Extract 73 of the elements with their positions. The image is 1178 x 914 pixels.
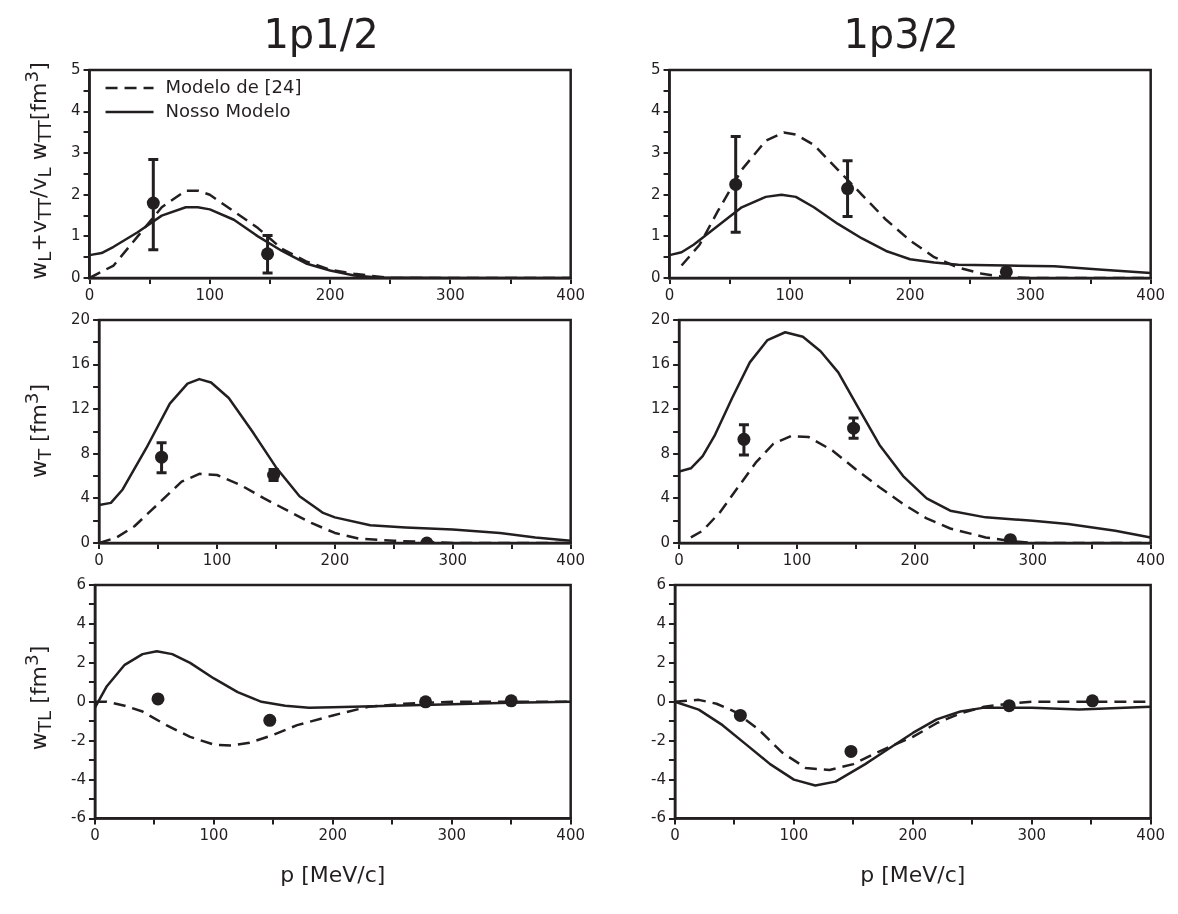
x-tick-label: 200 bbox=[318, 826, 348, 845]
y-tick-label: 16 bbox=[650, 354, 671, 373]
x-tick-label: 0 bbox=[94, 550, 104, 569]
y-tick-label: 2 bbox=[76, 652, 86, 671]
x-axis-title: p [MeV/c] bbox=[860, 861, 966, 887]
x-tick-label: 0 bbox=[674, 550, 684, 569]
y-tick-label: 5 bbox=[71, 59, 81, 78]
x-tick-label: 100 bbox=[779, 826, 809, 845]
y-tick-label: -2 bbox=[70, 730, 86, 749]
y-tick-label: -4 bbox=[650, 769, 666, 788]
y-tick-label: 0 bbox=[80, 532, 91, 551]
y-tick-label: 12 bbox=[70, 399, 91, 418]
legend-label: Modelo de [24] bbox=[165, 75, 302, 97]
x-tick-label: 400 bbox=[556, 826, 586, 845]
y-tick-label: 6 bbox=[656, 574, 666, 593]
x-tick-label: 200 bbox=[315, 285, 345, 304]
y-tick-label: 4 bbox=[651, 101, 661, 120]
y-tick-label: -6 bbox=[70, 808, 86, 827]
y-tick-label: 4 bbox=[660, 488, 671, 507]
y-tick-label: 3 bbox=[651, 143, 661, 162]
y-tick-label: 12 bbox=[650, 399, 671, 418]
x-tick-label: 100 bbox=[782, 550, 812, 569]
y-tick-label: 4 bbox=[71, 101, 81, 120]
y-tick-label: 1 bbox=[651, 226, 661, 245]
x-tick-label: 100 bbox=[202, 550, 232, 569]
point bbox=[263, 713, 277, 727]
y-tick-label: 20 bbox=[70, 309, 91, 328]
chart-title: 1p1/2 bbox=[263, 11, 379, 58]
x-axis-title: p [MeV/c] bbox=[280, 861, 386, 887]
x-tick-label: 200 bbox=[900, 550, 930, 569]
y-tick-label: -4 bbox=[70, 769, 86, 788]
y-tick-label: 4 bbox=[80, 488, 91, 507]
y-tick-label: 0 bbox=[651, 267, 661, 286]
x-tick-label: 300 bbox=[1018, 550, 1048, 569]
y-tick-label: 16 bbox=[70, 354, 91, 373]
x-tick-label: 200 bbox=[895, 285, 925, 304]
x-tick-label: 400 bbox=[556, 550, 586, 569]
y-tick-label: 2 bbox=[656, 652, 666, 671]
y-tick-label: 6 bbox=[76, 574, 86, 593]
y-tick-label: 20 bbox=[650, 309, 671, 328]
legend-label: Nosso Modelo bbox=[165, 99, 291, 121]
x-tick-label: 300 bbox=[436, 285, 465, 304]
y-tick-label: 0 bbox=[660, 532, 671, 551]
y-tick-label: 8 bbox=[80, 443, 91, 462]
y-tick-label: 5 bbox=[651, 59, 661, 78]
y-tick-label: -6 bbox=[650, 808, 666, 827]
y-tick-label: 3 bbox=[71, 143, 81, 162]
x-tick-label: 200 bbox=[320, 550, 350, 569]
y-tick-label: -2 bbox=[650, 730, 666, 749]
x-tick-label: 400 bbox=[1136, 550, 1166, 569]
y-tick-label: 0 bbox=[71, 267, 81, 286]
x-tick-label: 100 bbox=[195, 285, 225, 304]
x-tick-label: 300 bbox=[438, 550, 468, 569]
x-tick-label: 400 bbox=[556, 285, 586, 304]
y-tick-label: 4 bbox=[656, 613, 666, 632]
x-tick-label: 100 bbox=[775, 285, 805, 304]
x-tick-label: 400 bbox=[1136, 285, 1166, 304]
y-tick-label: 0 bbox=[76, 691, 86, 710]
chart-title: 1p3/2 bbox=[843, 11, 959, 58]
point bbox=[151, 692, 165, 706]
y-tick-label: 4 bbox=[76, 613, 86, 632]
x-tick-label: 300 bbox=[437, 826, 467, 845]
point bbox=[844, 744, 858, 758]
x-tick-label: 200 bbox=[898, 826, 928, 845]
y-tick-label: 2 bbox=[651, 184, 661, 203]
x-tick-label: 300 bbox=[1017, 826, 1047, 845]
y-tick-label: 2 bbox=[71, 184, 81, 203]
x-tick-label: 400 bbox=[1136, 826, 1166, 845]
x-tick-label: 300 bbox=[1016, 285, 1045, 304]
y-tick-label: 8 bbox=[660, 443, 671, 462]
y-tick-label: 1 bbox=[71, 226, 81, 245]
x-tick-label: 100 bbox=[199, 826, 229, 845]
y-tick-label: 0 bbox=[656, 691, 666, 710]
